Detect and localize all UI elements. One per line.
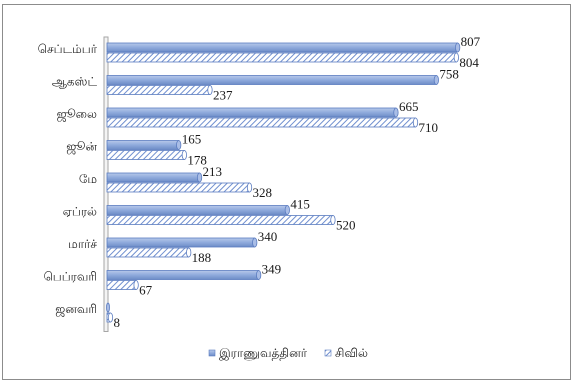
value-label: 237 xyxy=(213,88,233,103)
bar-civil-cap xyxy=(186,247,192,258)
bar-civil xyxy=(106,117,416,128)
legend-swatch-civil xyxy=(324,349,332,357)
bar-military xyxy=(106,75,437,85)
bar-military-cap xyxy=(256,270,262,280)
bar-civil xyxy=(106,247,190,258)
value-label: 349 xyxy=(262,262,282,277)
bar-civil-cap xyxy=(107,312,114,323)
value-label: 520 xyxy=(336,218,356,233)
bar-military xyxy=(106,172,200,183)
value-label: 165 xyxy=(182,132,202,147)
category-label: ஜனவரி xyxy=(55,302,97,317)
bar-military-cap xyxy=(176,140,182,150)
value-label: 340 xyxy=(258,229,278,244)
bar-civil xyxy=(106,182,250,193)
category-label: மார்ச் xyxy=(68,237,97,251)
value-label: 213 xyxy=(203,164,223,179)
category-label: ஆகஸ்ட் xyxy=(52,75,98,89)
bar-civil-cap xyxy=(453,52,459,63)
value-label: 665 xyxy=(399,99,419,114)
bar-military xyxy=(106,270,260,280)
value-label: 188 xyxy=(192,250,212,265)
category-label: ஜூலை xyxy=(57,107,97,122)
bar-military-cap xyxy=(433,75,439,85)
bar-military xyxy=(106,237,256,248)
bar-civil-cap xyxy=(207,85,213,95)
value-label: 807 xyxy=(461,34,481,49)
bar-civil xyxy=(106,85,211,95)
bar-military-cap xyxy=(196,172,203,183)
legend-swatch-military xyxy=(208,349,216,357)
value-label: 415 xyxy=(290,197,310,212)
category-label: ஜூன் xyxy=(66,140,97,155)
bar-military xyxy=(106,205,288,215)
bar-civil-cap xyxy=(412,117,419,128)
bar-civil xyxy=(106,280,137,290)
bar-military xyxy=(106,140,180,150)
value-label: 8 xyxy=(113,315,120,330)
category-label: பெப்ரவரி xyxy=(43,270,97,284)
bar-military-cap xyxy=(393,107,399,118)
value-label: 758 xyxy=(439,67,459,82)
bar-civil xyxy=(106,215,334,225)
chart-frame: செப்டம்பர் 807 804 ஆகஸ்ட் 758 237 ஜூலை 665 710 ஜூ… xyxy=(2,4,571,380)
bar-civil xyxy=(106,150,185,160)
category-label: ஏப்ரல் xyxy=(63,205,97,219)
value-label: 710 xyxy=(418,120,438,135)
bar-military-cap xyxy=(284,205,290,215)
bar-chart: செப்டம்பர் 807 804 ஆகஸ்ட் 758 237 ஜூலை 665 710 ஜூ… xyxy=(38,34,481,361)
category-label: செப்டம்பர் xyxy=(38,42,98,56)
bar-civil-cap xyxy=(133,280,139,290)
bar-civil xyxy=(106,52,457,63)
bar-military xyxy=(106,42,459,53)
bar-civil-cap xyxy=(330,215,336,225)
value-label: 804 xyxy=(459,55,479,70)
legend-label-civil: சிவில் xyxy=(335,346,368,360)
bar-military xyxy=(106,107,397,118)
value-label: 178 xyxy=(187,153,207,168)
bar-military-cap xyxy=(455,42,461,53)
value-label: 67 xyxy=(139,283,153,298)
bar-military-cap xyxy=(252,237,258,248)
legend-label-military: இராணுவத்தினர் xyxy=(219,346,308,361)
category-label: மே xyxy=(79,172,97,186)
bar-military-cap xyxy=(106,302,110,313)
bar-civil-cap xyxy=(181,150,187,160)
value-label: 328 xyxy=(253,185,272,200)
bar-civil-cap xyxy=(246,182,253,193)
